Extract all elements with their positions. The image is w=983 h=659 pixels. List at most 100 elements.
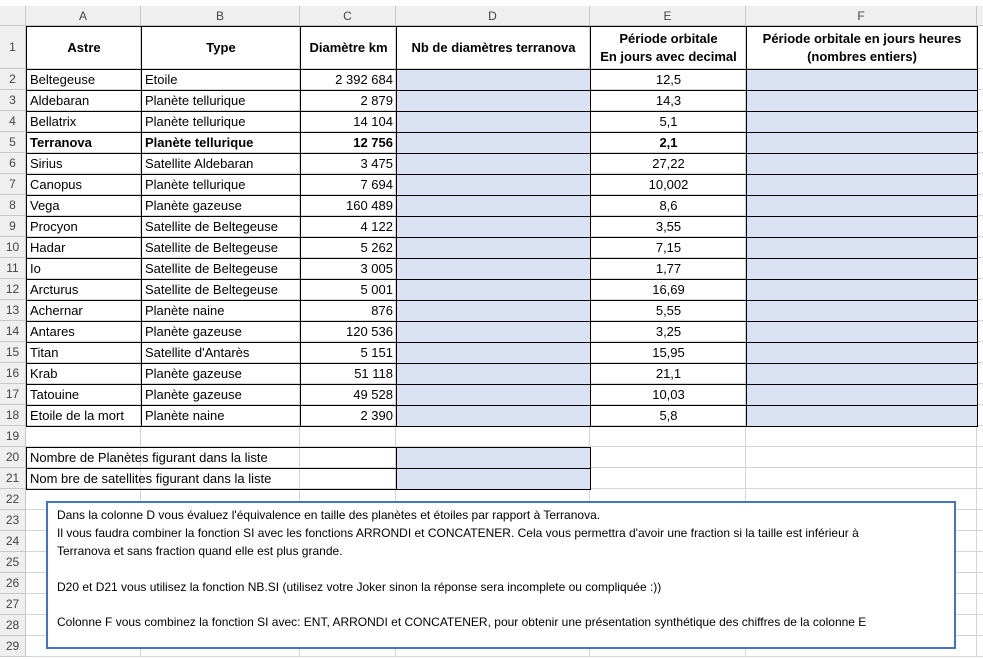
grid-cell[interactable] <box>396 26 590 69</box>
data-cell[interactable]: Bellatrix <box>26 111 142 133</box>
input-cell[interactable] <box>396 195 591 217</box>
data-cell[interactable]: Planète gazeuse <box>141 363 301 385</box>
row-header[interactable]: 20 <box>0 447 26 468</box>
input-cell[interactable] <box>746 405 978 427</box>
grid-cell[interactable] <box>26 279 141 300</box>
input-cell[interactable] <box>746 69 978 91</box>
input-cell[interactable] <box>746 216 978 238</box>
data-cell[interactable]: Procyon <box>26 216 142 238</box>
row-header[interactable]: 17 <box>0 384 26 405</box>
grid-cell[interactable] <box>141 405 300 426</box>
data-cell[interactable]: 1,77 <box>590 258 747 280</box>
data-cell[interactable]: 5,1 <box>590 111 747 133</box>
grid-cell[interactable] <box>141 258 300 279</box>
grid-cell[interactable] <box>590 321 746 342</box>
grid-cell[interactable] <box>590 174 746 195</box>
grid-cell[interactable] <box>26 405 141 426</box>
data-cell[interactable]: Planète naine <box>141 300 301 322</box>
row-header[interactable]: 18 <box>0 405 26 426</box>
grid-cell[interactable] <box>746 426 977 447</box>
grid-cell[interactable] <box>977 321 983 342</box>
grid-cell[interactable] <box>977 258 983 279</box>
grid-cell[interactable] <box>300 447 396 468</box>
grid-cell[interactable] <box>977 447 983 468</box>
grid-cell[interactable] <box>590 300 746 321</box>
data-cell[interactable]: 2,1 <box>590 132 747 154</box>
grid-cell[interactable] <box>590 111 746 132</box>
grid-cell[interactable] <box>141 300 300 321</box>
data-cell[interactable]: Planète gazeuse <box>141 195 301 217</box>
grid-cell[interactable] <box>977 531 983 552</box>
grid-cell[interactable] <box>141 216 300 237</box>
data-cell[interactable]: 5 001 <box>300 279 397 301</box>
data-cell[interactable]: Hadar <box>26 237 142 259</box>
grid-cell[interactable] <box>300 279 396 300</box>
grid-cell[interactable] <box>977 468 983 489</box>
grid-cell[interactable] <box>300 426 396 447</box>
grid-cell[interactable] <box>300 111 396 132</box>
column-header[interactable]: A <box>26 6 141 26</box>
input-cell[interactable] <box>746 384 978 406</box>
data-cell[interactable]: Satellite de Beltegeuse <box>141 237 301 259</box>
input-cell[interactable] <box>396 90 591 112</box>
grid-cell[interactable] <box>300 174 396 195</box>
grid-cell[interactable] <box>590 468 746 489</box>
row-header[interactable]: 21 <box>0 468 26 489</box>
row-header[interactable]: 5 <box>0 132 26 153</box>
grid-cell[interactable] <box>141 132 300 153</box>
input-cell[interactable] <box>396 321 591 343</box>
data-cell[interactable]: 7,15 <box>590 237 747 259</box>
grid-cell[interactable] <box>141 237 300 258</box>
input-cell[interactable] <box>396 111 591 133</box>
input-cell[interactable] <box>396 237 591 259</box>
input-cell[interactable] <box>746 321 978 343</box>
data-cell[interactable]: 4 122 <box>300 216 397 238</box>
input-cell[interactable] <box>396 174 591 196</box>
row-header[interactable]: 23 <box>0 510 26 531</box>
input-cell[interactable] <box>746 258 978 280</box>
data-cell[interactable]: Satellite de Beltegeuse <box>141 279 301 301</box>
grid-cell[interactable] <box>590 447 746 468</box>
grid-cell[interactable] <box>977 195 983 216</box>
grid-cell[interactable] <box>300 153 396 174</box>
data-cell[interactable]: 49 528 <box>300 384 397 406</box>
data-cell[interactable]: Satellite Aldebaran <box>141 153 301 175</box>
input-cell[interactable] <box>746 174 978 196</box>
data-cell[interactable]: Planète gazeuse <box>141 321 301 343</box>
grid-cell[interactable] <box>141 111 300 132</box>
data-cell[interactable]: Planète naine <box>141 405 301 427</box>
grid-cell[interactable] <box>977 594 983 615</box>
grid-cell[interactable] <box>590 153 746 174</box>
row-header[interactable]: 26 <box>0 573 26 594</box>
grid-cell[interactable] <box>300 237 396 258</box>
data-cell[interactable]: Tatouine <box>26 384 142 406</box>
input-cell[interactable] <box>396 405 591 427</box>
data-cell[interactable]: 14 104 <box>300 111 397 133</box>
row-header[interactable]: 16 <box>0 363 26 384</box>
data-cell[interactable]: 3,55 <box>590 216 747 238</box>
input-cell[interactable] <box>396 363 591 385</box>
data-cell[interactable]: 5,55 <box>590 300 747 322</box>
grid-cell[interactable] <box>141 90 300 111</box>
grid-cell[interactable] <box>26 132 141 153</box>
data-cell[interactable]: Planète gazeuse <box>141 384 301 406</box>
grid-cell[interactable] <box>300 342 396 363</box>
data-cell[interactable]: 8,6 <box>590 195 747 217</box>
grid-cell[interactable] <box>141 195 300 216</box>
input-cell[interactable] <box>746 111 978 133</box>
grid-cell[interactable] <box>977 174 983 195</box>
data-cell[interactable]: Achernar <box>26 300 142 322</box>
grid-cell[interactable] <box>300 384 396 405</box>
grid-cell[interactable] <box>141 426 300 447</box>
grid-cell[interactable] <box>590 90 746 111</box>
grid-cell[interactable] <box>977 216 983 237</box>
data-cell[interactable]: Aldebaran <box>26 90 142 112</box>
data-cell[interactable]: Etoile <box>141 69 301 91</box>
grid-cell[interactable] <box>141 321 300 342</box>
grid-cell[interactable] <box>300 363 396 384</box>
row-header[interactable]: 11 <box>0 258 26 279</box>
data-cell[interactable]: Satellite de Beltegeuse <box>141 216 301 238</box>
grid-cell[interactable] <box>977 237 983 258</box>
data-cell[interactable]: 2 879 <box>300 90 397 112</box>
grid-cell[interactable] <box>977 405 983 426</box>
